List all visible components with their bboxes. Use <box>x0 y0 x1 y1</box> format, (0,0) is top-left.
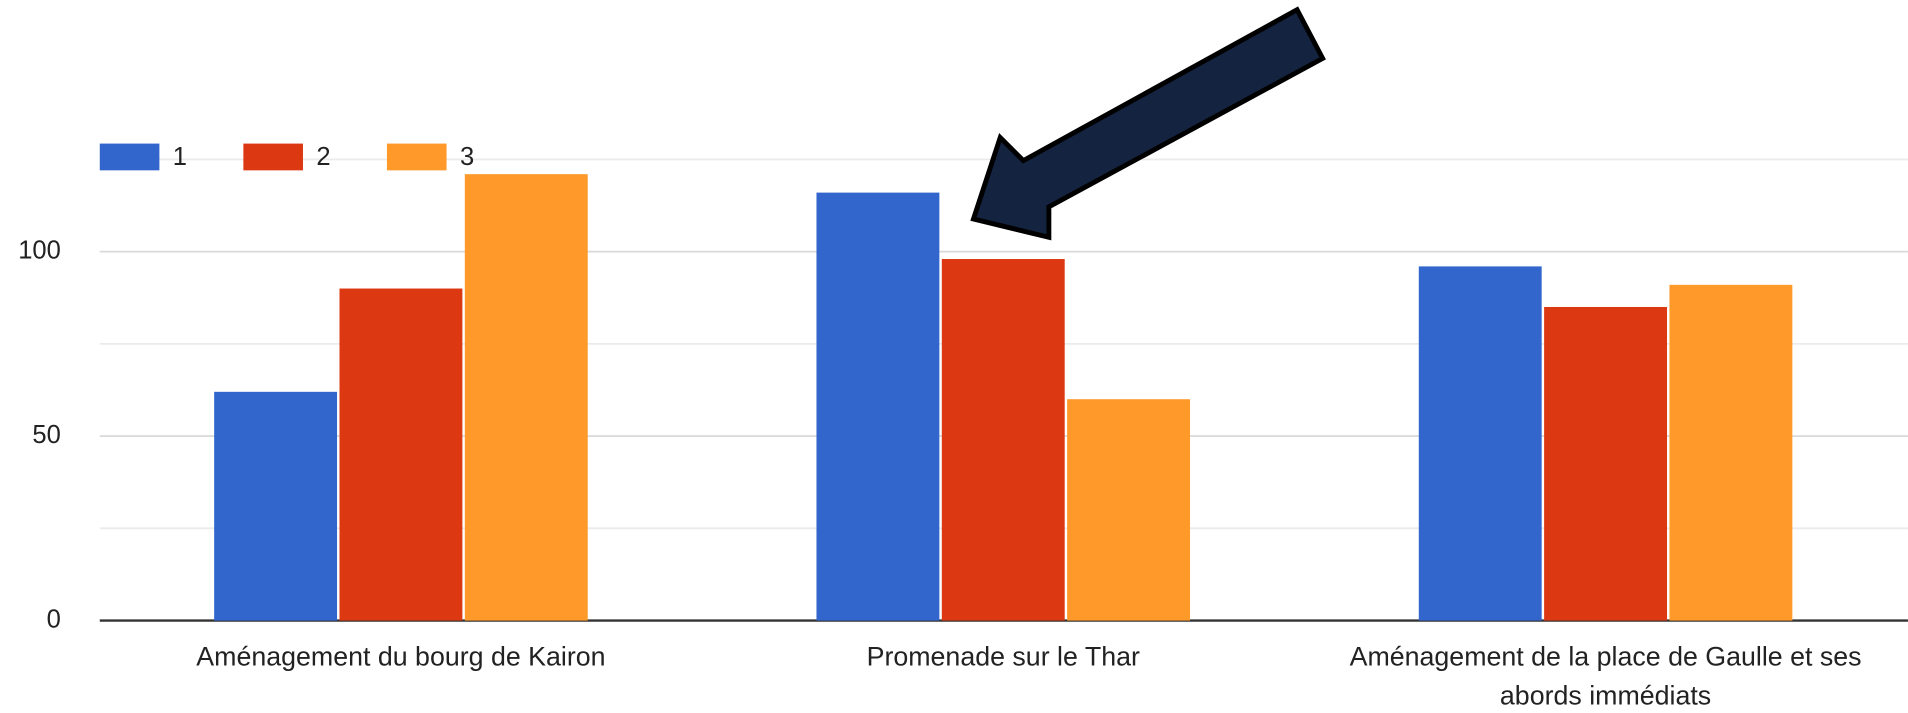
bar <box>1418 266 1542 621</box>
x-tick-label: Promenade sur le Thar <box>866 641 1140 672</box>
bar <box>1067 399 1191 621</box>
legend-label: 3 <box>460 143 474 171</box>
y-tick-label: 50 <box>32 421 60 449</box>
bar <box>339 288 463 621</box>
legend-swatch <box>243 143 303 171</box>
y-tick-label: 0 <box>47 605 61 633</box>
legend-label: 2 <box>316 143 330 171</box>
x-tick-label: Aménagement de la place de Gaulle et ses… <box>1349 641 1862 711</box>
bar <box>464 174 588 621</box>
legend-swatch <box>99 143 160 171</box>
bar <box>214 391 338 621</box>
bar <box>1544 306 1668 621</box>
legend-swatch <box>386 143 447 171</box>
bar <box>1669 284 1793 621</box>
bar <box>941 259 1065 621</box>
bar <box>816 192 940 621</box>
x-tick-label: Aménagement du bourg de Kairon <box>196 641 606 672</box>
legend-label: 1 <box>173 143 187 171</box>
y-tick-label: 100 <box>18 236 61 264</box>
